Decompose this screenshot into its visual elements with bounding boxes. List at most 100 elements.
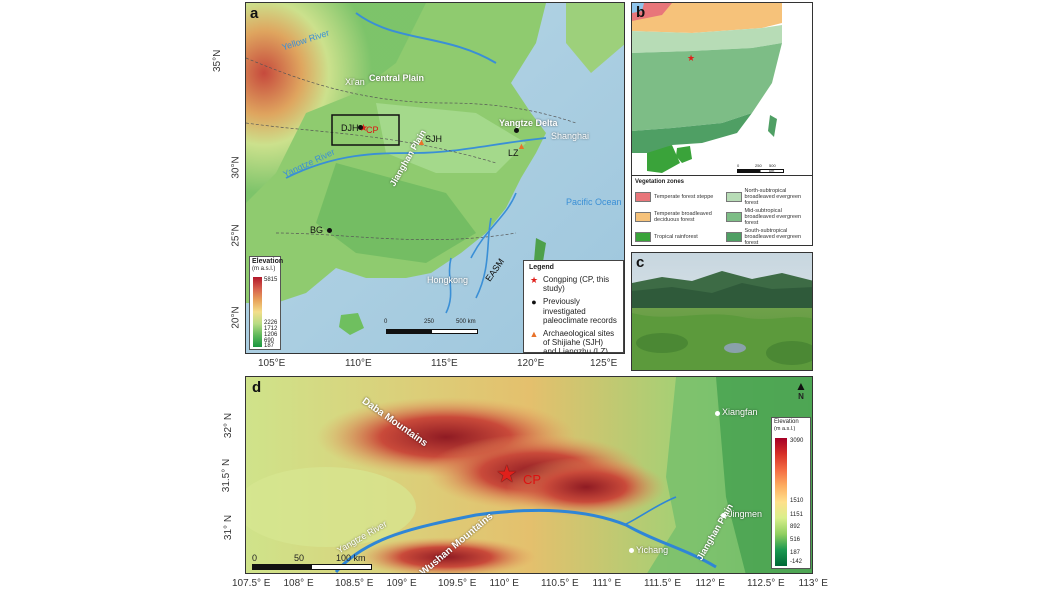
north-arrow: ▲ N	[794, 380, 808, 402]
panel-b-vegetation-map: b ★ 0 250 500 km Vegetation zones Temper…	[631, 2, 813, 246]
jingmen-label: Jingmen	[728, 509, 763, 519]
yichang-label: Yichang	[636, 545, 669, 555]
panel-d-elevation-legend: Elevation (m a.s.l.) 3090 1510 1151 892 …	[771, 417, 811, 569]
vegetation-legend-title: Vegetation zones	[635, 179, 685, 185]
panel-b-label: b	[636, 4, 646, 21]
d-lat-32: 32° N	[223, 412, 235, 439]
a-lon-115: 115°E	[431, 358, 458, 369]
a-lat-35: 35°N	[212, 49, 223, 72]
d-lon-tick: 109° E	[386, 578, 417, 589]
d-elevation-tick-4: 516	[790, 537, 801, 543]
vegetation-legend-item: Tropical rainforest	[635, 228, 721, 245]
vegetation-legend-item: South-subtropical broadleaved evergreen …	[725, 228, 812, 245]
bg-dot-marker	[327, 228, 332, 233]
shanghai-label: Shanghai	[551, 131, 590, 141]
elevation-tick-5: 187	[264, 343, 275, 349]
lz-triangle-marker: ▲	[517, 141, 526, 151]
legend-item: ▲ Archaeological sites of Shijiahe (SJH) …	[529, 328, 618, 354]
d-elevation-color-bar	[775, 438, 787, 566]
north-arrow-label: N	[798, 392, 804, 401]
landscape-photo	[632, 253, 812, 370]
vegetation-label: Temperate forest steppe	[654, 194, 714, 201]
xiangfan-label: Xiangfan	[722, 407, 758, 417]
panel-a-scale-bar: 0 250 500 km	[384, 319, 478, 343]
yangtze-delta-dot-marker	[514, 128, 519, 133]
vegetation-legend-grid: Temperate forest steppe North-subtropical…	[635, 188, 812, 245]
d-elevation-tick-5: 187	[790, 550, 801, 556]
d-elevation-title: Elevation	[774, 419, 799, 425]
scale-tick-0: 0	[384, 319, 388, 325]
xian-label: Xi'an	[345, 77, 365, 87]
d-lon-tick: 107.5° E	[232, 578, 271, 589]
elevation-max-label: 5815	[264, 277, 278, 283]
elevation-title: Elevation	[252, 258, 284, 265]
panel-a-legend: Legend ★ Congping (CP, this study) ● Previo…	[523, 260, 624, 353]
panel-d-scale-bar: 0 50 100 km	[252, 553, 372, 571]
panel-a-terrain	[246, 3, 624, 353]
legend-item-text: Archaeological sites of Shijiahe (SJH) a…	[543, 328, 615, 354]
panel-a-label: a	[250, 5, 259, 22]
d-elevation-tick-1: 1510	[790, 498, 804, 504]
legend-title: Legend	[529, 264, 554, 271]
d-scale-50: 50	[294, 553, 305, 563]
d-lon-tick: 111° E	[592, 578, 622, 589]
d-lon-tick: 113° E	[798, 578, 828, 589]
cp-label-d: CP	[523, 472, 542, 487]
cp-star-marker-d: ★	[496, 461, 518, 488]
legend-item: ● Previously investigated paleoclimate re…	[529, 297, 618, 325]
panel-d-terrain	[246, 377, 812, 573]
central-plain-label: Central Plain	[369, 73, 425, 83]
vegetation-legend-item: Temperate forest steppe	[635, 188, 721, 206]
scale-tick-500: 500 km	[456, 319, 476, 325]
d-lon-tick: 112.5° E	[747, 578, 785, 589]
d-lon-tick: 108.5° E	[335, 578, 374, 589]
d-elevation-tick-3: 892	[790, 524, 801, 530]
djh-dot-marker	[358, 125, 363, 130]
djh-label: DJH	[341, 123, 359, 133]
d-lon-tick: 111.5° E	[644, 578, 681, 589]
legend-item-text: Previously investigated paleoclimate rec…	[543, 297, 617, 325]
sjh-triangle-marker: ▲	[417, 137, 426, 147]
vegetation-legend: Vegetation zones Temperate forest steppe…	[632, 175, 812, 245]
pacific-ocean-label: Pacific Ocean	[566, 197, 622, 207]
d-lon-tick: 108° E	[283, 578, 314, 589]
a-lat-25: 25°N	[230, 224, 242, 247]
sjh-label: SJH	[425, 134, 443, 144]
vegetation-label: Temperate broadleaved deciduous forest	[654, 211, 712, 224]
jingmen-dot	[721, 513, 726, 518]
b-scale-0: 0	[737, 163, 740, 168]
panel-c-label: c	[636, 254, 645, 271]
a-lat-20: 20°N	[230, 306, 242, 329]
panel-b-cp-star: ★	[687, 53, 696, 63]
vegetation-label: Mid-subtropical broadleaved evergreen fo…	[744, 208, 802, 227]
d-elevation-max: 3090	[790, 438, 804, 444]
vegetation-label: North-subtropical broadleaved evergreen …	[744, 188, 802, 207]
xiangfan-dot	[715, 411, 720, 416]
d-lat-31: 31° N	[223, 514, 235, 541]
panel-a-elevation-legend: Elevation (m a.s.l.) 5815 2226 1712 1206…	[249, 256, 284, 350]
elevation-tick-4: 690	[264, 338, 275, 344]
panel-b-scale-bar: 0 250 500 km	[737, 163, 784, 173]
a-lon-110: 110°E	[345, 358, 372, 369]
cp-label: CP	[366, 125, 379, 135]
elevation-tick-1: 2226	[264, 320, 278, 326]
a-lon-125: 125°E	[590, 358, 618, 369]
elevation-unit: (m a.s.l.)	[252, 266, 276, 272]
d-elevation-tick-6: -142	[790, 559, 803, 565]
yichang-dot	[629, 548, 634, 553]
vegetation-legend-item: Temperate broadleaved deciduous forest	[635, 208, 721, 226]
vegetation-swatch	[635, 232, 651, 243]
vegetation-swatch	[635, 192, 651, 203]
vegetation-swatch	[725, 232, 742, 243]
d-lon-tick: 112° E	[695, 578, 725, 589]
hongkong-label: Hongkong	[427, 275, 469, 285]
panel-b-vegetation-zones	[632, 3, 812, 173]
a-lon-105: 105°E	[258, 358, 286, 369]
vegetation-label: Tropical rainforest	[654, 234, 698, 241]
b-scale-250: 250	[755, 163, 762, 168]
b-scale-500: 500 km	[769, 163, 776, 173]
vegetation-swatch	[635, 212, 651, 223]
legend-item: ★ Congping (CP, this study)	[529, 275, 618, 293]
panel-d-regional-map: d Daba Mountains Wushan Mountains Yangtz…	[245, 376, 813, 574]
scale-tick-250: 250	[424, 319, 435, 325]
